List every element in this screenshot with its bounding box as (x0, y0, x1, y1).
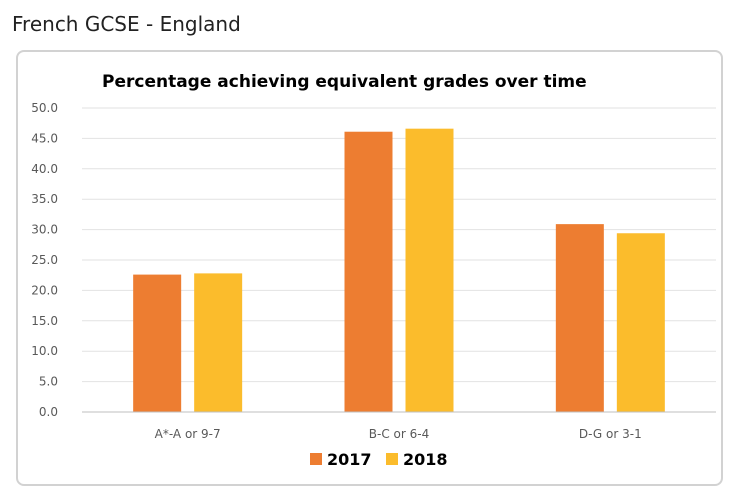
gridlines (82, 107, 716, 383)
page-title: French GCSE - England (12, 12, 241, 36)
y-tick-label: 15.0 (31, 314, 58, 328)
y-tick-label: 45.0 (31, 131, 58, 145)
y-tick-label: 25.0 (31, 253, 58, 267)
x-category-label: A*-A or 9-7 (155, 427, 221, 441)
bar-2018-1 (194, 273, 243, 412)
y-tick-label: 10.0 (31, 344, 58, 358)
x-category-label: D-G or 3-1 (579, 427, 642, 441)
y-tick-label: 35.0 (31, 192, 58, 206)
chart-card: Percentage achieving equivalent grades o… (16, 50, 723, 486)
y-tick-label: 5.0 (39, 375, 58, 389)
bar-2018-2 (405, 128, 454, 412)
legend: 2017 2018 (310, 450, 448, 469)
legend-swatch-2018 (386, 453, 398, 465)
bar-2017-2 (344, 131, 393, 412)
bar-2018-3 (616, 233, 665, 412)
y-tick-label: 40.0 (31, 162, 58, 176)
y-axis-ticks: 0.0 5.0 10.0 15.0 20.0 25.0 30.0 35.0 40.0 45.0 50… (31, 101, 58, 419)
x-category-label: B-C or 6-4 (369, 427, 429, 441)
y-tick-label: 30.0 (31, 223, 58, 237)
chart-title: Percentage achieving equivalent grades o… (102, 72, 587, 92)
y-tick-label: 0.0 (39, 405, 58, 419)
y-tick-label: 50.0 (31, 101, 58, 115)
bar-2017-1 (133, 274, 182, 412)
bar-2017-3 (555, 224, 604, 412)
legend-swatch-2017 (310, 453, 322, 465)
legend-label: 2018 (403, 450, 448, 469)
legend-label: 2017 (327, 450, 372, 469)
bar-chart: Percentage achieving equivalent grades o… (31, 72, 716, 469)
x-axis-categories: A*-A or 9-7 B-C or 6-4 D-G or 3-1 (155, 427, 642, 441)
y-tick-label: 20.0 (31, 283, 58, 297)
bars (133, 128, 665, 412)
